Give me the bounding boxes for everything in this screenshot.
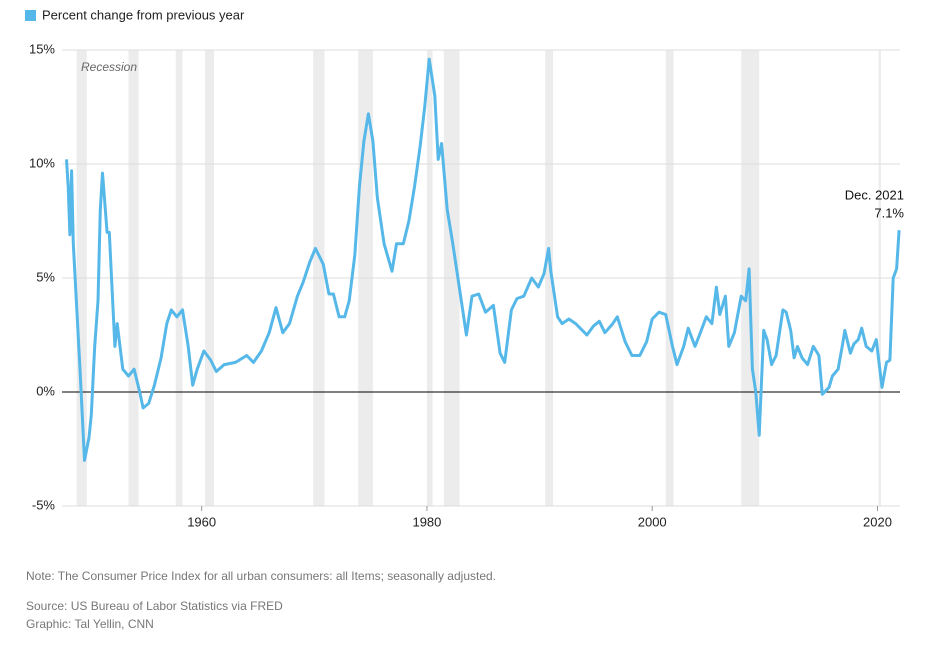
y-tick-label: -5% — [32, 497, 56, 512]
annotation-value: 7.1% — [874, 206, 904, 221]
x-tick-label: 1960 — [187, 514, 216, 529]
source: Source: US Bureau of Labor Statistics vi… — [26, 599, 283, 613]
data-line — [65, 57, 901, 462]
y-tick-label: 0% — [36, 383, 55, 398]
y-tick-label: 10% — [29, 155, 55, 170]
x-tick-label: 2000 — [638, 514, 667, 529]
recession-label: Recession — [81, 60, 137, 74]
y-tick-label: 15% — [29, 41, 55, 56]
legend-label: Percent change from previous year — [42, 7, 245, 22]
plot: Recession -5% 0% 5% 10% 15% 1960 1980 2000 2020 De… — [29, 41, 904, 529]
y-tick-label: 5% — [36, 269, 55, 284]
credit: Graphic: Tal Yellin, CNN — [26, 617, 154, 631]
note: Note: The Consumer Price Index for all u… — [26, 569, 496, 583]
x-tick-label: 2020 — [863, 514, 892, 529]
x-tick-label: 1980 — [412, 514, 441, 529]
annotation-label: Dec. 2021 — [845, 188, 904, 203]
legend-swatch — [25, 10, 36, 21]
